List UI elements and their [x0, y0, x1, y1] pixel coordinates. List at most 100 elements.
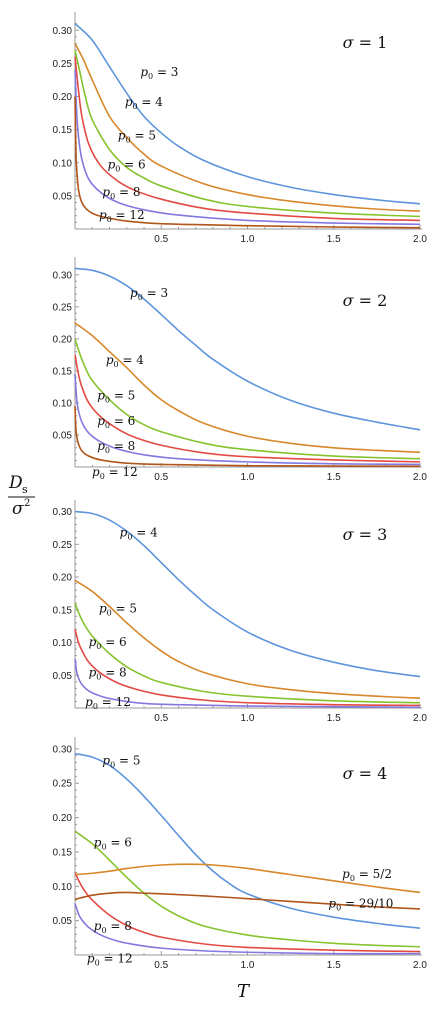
series-line	[74, 354, 421, 463]
y-tick-label: 0.30	[53, 26, 73, 37]
series-line	[74, 406, 421, 468]
y-tick-label: 0.05	[53, 191, 73, 202]
curve-label: p0 = 5/2	[342, 867, 392, 883]
curve-label: p0 = 8	[102, 185, 140, 201]
x-tick-label: 1.5	[327, 960, 341, 971]
curve-label: p0 = 8	[97, 439, 135, 455]
chart-panel-2: 0.05 0.10 0.15 0.20 0.25 0.30 0.5 1.0 1.5 2.0 p0 =…	[53, 257, 427, 483]
curve-label: p0 = 4	[125, 95, 163, 111]
x-tick-label: 0.5	[154, 960, 168, 971]
series-line	[74, 374, 421, 466]
curve-label: p0 = 5	[118, 129, 156, 145]
curve-label: p0 = 12	[92, 465, 138, 481]
sigma-annotation: σ = 3	[343, 525, 388, 544]
curve-label: p0 = 3	[140, 65, 178, 81]
series-line	[74, 891, 421, 910]
y-tick-label: 0.15	[53, 366, 73, 377]
x-tick-label: 0.5	[154, 472, 168, 483]
y-tick-label: 0.10	[53, 882, 73, 893]
curve-label: p0 = 8	[89, 666, 127, 682]
series-line	[74, 56, 421, 222]
x-tick-label: 1.5	[327, 234, 341, 245]
curve-label: p0 = 4	[106, 353, 144, 369]
x-tick-label: 1.0	[241, 472, 255, 483]
series-line	[74, 579, 421, 699]
series-line	[74, 43, 421, 212]
series-line	[74, 752, 421, 929]
series-line	[74, 510, 421, 678]
chart-panel-1: 0.05 0.10 0.15 0.20 0.25 0.30 0.5 1.0 1.5 2.0 p0 =…	[53, 12, 427, 245]
x-tick-label: 2.0	[413, 960, 427, 971]
curve-label: p0 = 4	[120, 526, 158, 542]
y-tick-label: 0.25	[53, 540, 73, 551]
x-tick-label: 2.0	[413, 234, 427, 245]
series-line	[74, 96, 421, 229]
chart-panel-4: 0.05 0.10 0.15 0.20 0.25 0.30 0.5 1.0 1.5 2.0 p0 =…	[53, 737, 427, 971]
series-line	[74, 872, 421, 953]
y-tick-label: 0.30	[53, 507, 73, 518]
y-tick-label: 0.10	[53, 158, 73, 169]
sigma-annotation: σ = 2	[343, 291, 388, 310]
x-tick-label: 1.0	[241, 960, 255, 971]
curve-label: p0 = 12	[99, 208, 145, 224]
x-tick-label: 0.5	[154, 713, 168, 724]
y-tick-label: 0.15	[53, 125, 73, 136]
curve-label: p0 = 6	[89, 635, 127, 651]
series-line	[74, 69, 421, 226]
y-tick-label: 0.25	[53, 779, 73, 790]
series-line	[74, 830, 421, 948]
y-tick-label: 0.25	[53, 302, 73, 313]
curve-label: p0 = 8	[94, 919, 132, 935]
sigma-annotation: σ = 4	[343, 764, 388, 783]
y-tick-label: 0.30	[53, 744, 73, 755]
y-tick-label: 0.25	[53, 59, 73, 70]
curve-label: p0 = 6	[97, 414, 135, 430]
x-tick-label: 1.0	[241, 713, 255, 724]
y-tick-label: 0.05	[53, 916, 73, 927]
y-tick-label: 0.20	[53, 92, 73, 103]
series-line	[74, 267, 421, 431]
curve-label: p0 = 6	[94, 835, 132, 851]
y-tick-label: 0.20	[53, 334, 73, 345]
y-tick-label: 0.30	[53, 270, 73, 281]
curve-label: p0 = 3	[130, 286, 168, 302]
y-label-denominator: σ	[12, 499, 24, 519]
curve-label: p0 = 5	[102, 754, 140, 770]
y-tick-label: 0.05	[53, 430, 73, 441]
curve-label: p0 = 6	[108, 158, 146, 174]
y-tick-label: 0.15	[53, 847, 73, 858]
series-line	[74, 903, 421, 955]
x-tick-label: 2.0	[413, 713, 427, 724]
sigma-annotation: σ = 1	[343, 33, 388, 52]
curve-label: p0 = 5	[99, 601, 137, 617]
y-axis-label: D s σ 2	[8, 473, 35, 519]
x-tick-label: 1.5	[327, 713, 341, 724]
series-line	[74, 49, 421, 218]
x-tick-label: 1.5	[327, 472, 341, 483]
curve-label: p0 = 12	[87, 951, 133, 967]
series-line	[74, 629, 421, 707]
series-line	[74, 863, 421, 894]
y-tick-label: 0.10	[53, 398, 73, 409]
series-line	[74, 322, 421, 454]
y-tick-label: 0.15	[53, 605, 73, 616]
y-label-subscript: s	[22, 483, 28, 496]
chart-panels: 0.05 0.10 0.15 0.20 0.25 0.30 0.5 1.0 1.5 2.0 p0 =…	[53, 12, 427, 971]
series-line	[74, 338, 421, 460]
curve-label: p0 = 5	[97, 388, 135, 404]
x-tick-label: 1.0	[241, 234, 255, 245]
y-label-numerator: D	[8, 473, 23, 493]
x-tick-label: 2.0	[413, 472, 427, 483]
chart-panel-3: 0.05 0.10 0.15 0.20 0.25 0.30 0.5 1.0 1.5 2.0 p0 =…	[53, 500, 427, 724]
y-label-superscript: 2	[24, 498, 30, 509]
curve-label: p0 = 12	[85, 695, 131, 711]
y-tick-label: 0.05	[53, 671, 73, 682]
y-tick-label: 0.20	[53, 813, 73, 824]
x-axis-label: T	[237, 981, 251, 1002]
curve-label: p0 = 29/10	[328, 896, 393, 912]
series-line	[74, 23, 421, 205]
series-line	[74, 658, 421, 709]
series-line	[74, 602, 421, 704]
x-tick-label: 0.5	[154, 234, 168, 245]
